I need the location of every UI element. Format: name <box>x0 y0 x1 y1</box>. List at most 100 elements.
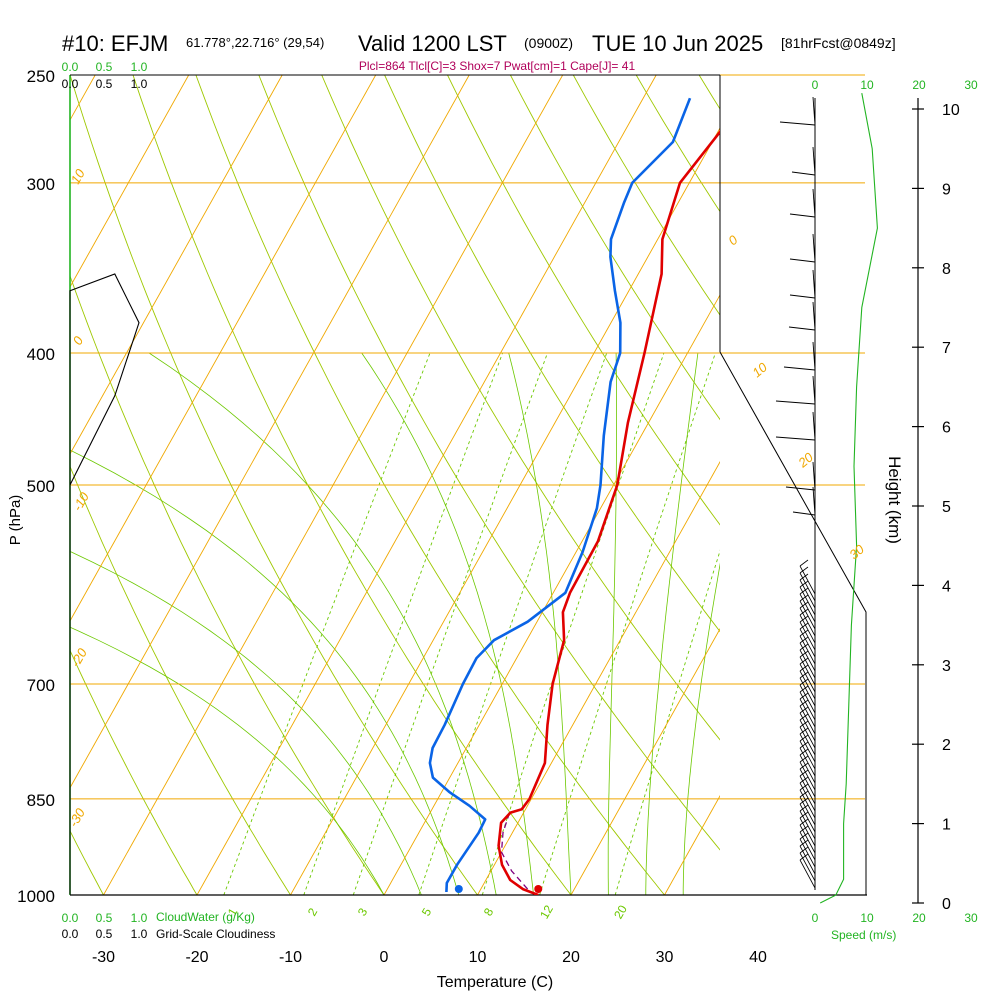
wind-speed-profile <box>819 92 878 904</box>
isotherm <box>70 75 283 455</box>
wind-barb-flag <box>799 804 809 812</box>
wind-barb <box>799 649 816 679</box>
utc-time: (0900Z) <box>524 35 573 51</box>
cloudwater-bottom-tick: 1.0 <box>131 911 148 925</box>
cloudwater-bottom-tick: 0.5 <box>96 911 113 925</box>
dry-adiabat <box>70 465 291 895</box>
wind-barb-staff <box>812 486 816 516</box>
wind-barb-flag <box>799 580 809 588</box>
wind-barb-flag <box>799 839 809 847</box>
valid-time: Valid 1200 LST <box>358 31 507 56</box>
forecast-date: TUE 10 Jun 2025 <box>592 31 763 56</box>
height-tick-label: 6 <box>942 420 951 437</box>
mixing-ratio-line <box>303 352 504 895</box>
wind-barb-flag <box>799 643 809 651</box>
speed-bottom-tick: 10 <box>860 911 874 925</box>
wind-barb-staff <box>812 96 816 126</box>
wind-barb-flag <box>799 818 809 826</box>
forecast-info: [81hrFcst@0849z] <box>781 35 896 51</box>
moist-adiabat <box>148 352 497 895</box>
surface-temperature-marker <box>534 885 543 893</box>
temperature-tick-label: -10 <box>279 949 302 966</box>
height-tick-label: 3 <box>942 658 951 675</box>
stability-indices: Plcl=864 Tlcl[C]=3 Shox=7 Pwat[cm]=1 Cap… <box>359 59 636 73</box>
wind-barb-staff <box>812 375 816 405</box>
wind-barb <box>799 796 816 826</box>
cloud-profile <box>69 273 140 895</box>
plot-frame <box>69 74 867 896</box>
speed-top-tick: 0 <box>812 78 819 92</box>
station-coords: 61.778°,22.716° (29,54) <box>186 35 324 50</box>
wind-barb <box>799 810 816 840</box>
wind-barb <box>799 670 816 700</box>
speed-top-tick: 10 <box>860 78 874 92</box>
wind-barb-flag <box>799 720 809 728</box>
wind-barb <box>799 754 816 784</box>
wind-barb-flag <box>799 601 809 609</box>
wind-barb-flag <box>799 650 809 658</box>
dry-adiabat <box>384 75 720 633</box>
temperature-tick-label: -30 <box>92 949 115 966</box>
wind-barb-flag <box>799 741 809 749</box>
station-title: #10: EFJM <box>62 31 168 56</box>
wind-barb-staff <box>812 411 816 441</box>
moist-adiabat <box>645 352 699 895</box>
pressure-tick-label: 700 <box>27 676 55 695</box>
temperature-tick-label: 10 <box>469 949 487 966</box>
mixing-ratio-label: 12 <box>537 902 556 921</box>
dry-adiabat <box>0 75 10 895</box>
cloudwater-top-tick: 0.5 <box>96 60 113 74</box>
wind-barb-flag <box>799 699 809 707</box>
wind-barb-flag <box>799 594 809 602</box>
wind-barb <box>799 656 816 686</box>
dry-adiabat <box>951 75 1000 895</box>
height-tick-label: 10 <box>942 102 960 119</box>
isotherm-label: 0 <box>70 333 87 347</box>
wind-barb <box>799 705 816 735</box>
isotherm-label: 10 <box>749 359 770 380</box>
wind-barb <box>799 607 816 637</box>
cloudiness-bottom-tick: 0.0 <box>62 927 79 941</box>
terrain-outline <box>719 351 867 895</box>
cloudiness-bottom-tick: 1.0 <box>131 927 148 941</box>
wind-barb <box>799 712 816 742</box>
wind-barb-flag <box>799 685 809 693</box>
surface-dewpoint-marker <box>454 885 463 893</box>
wind-barb-staff <box>812 269 816 299</box>
wind-barb <box>789 258 816 263</box>
isotherm-label: -30 <box>66 805 89 829</box>
height-tick-label: 8 <box>942 261 951 278</box>
isotherm <box>70 75 190 288</box>
wind-barb <box>785 486 816 491</box>
pressure-tick-label: 850 <box>27 791 55 810</box>
pressure-tick-label: 400 <box>27 345 55 364</box>
wind-barb <box>788 326 816 331</box>
mixing-ratio-label: 8 <box>481 905 497 918</box>
wind-barb <box>799 740 816 770</box>
wind-barb <box>799 719 816 749</box>
mixing-ratio-line <box>614 549 720 895</box>
height-tick-label: 9 <box>942 181 951 198</box>
cloudiness-top-tick: 1.0 <box>131 77 148 91</box>
wind-barb <box>792 511 816 516</box>
wind-barb-flag <box>799 769 809 777</box>
wind-barb-flag <box>799 573 809 581</box>
wind-barb-flag <box>799 748 809 756</box>
wind-barb-staff <box>812 233 816 263</box>
moist-adiabat <box>70 550 422 895</box>
wind-barb-staff <box>812 341 816 371</box>
dry-adiabat <box>195 75 665 895</box>
isotherm-label: 30 <box>846 541 867 562</box>
wind-barb-flag <box>799 692 809 700</box>
wind-barb-flag <box>799 566 809 574</box>
moist-adiabat <box>70 449 460 895</box>
wind-barb-flag <box>799 811 809 819</box>
pressure-tick-label: 300 <box>27 175 55 194</box>
wind-barb <box>799 761 816 791</box>
wind-barb <box>799 733 816 763</box>
dry-adiabat <box>447 75 720 526</box>
wind-barb-flag <box>799 846 809 854</box>
isotherm <box>570 628 720 895</box>
